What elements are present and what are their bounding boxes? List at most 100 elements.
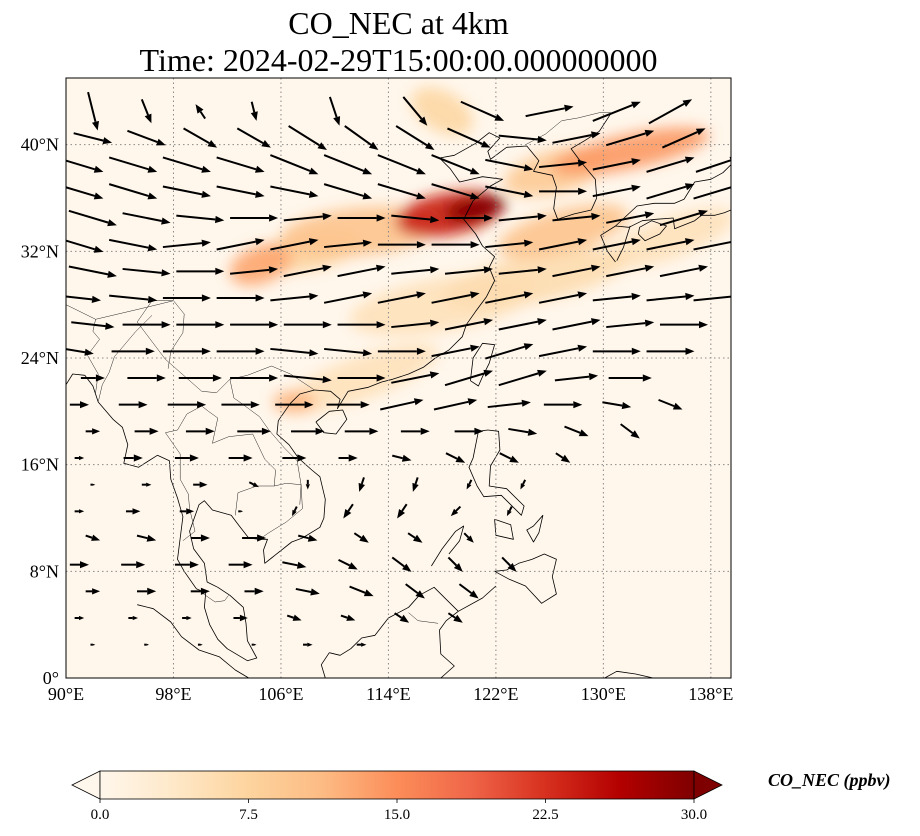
coastline: [526, 514, 544, 543]
wind-vector: [137, 587, 157, 595]
latitude-tick-label: 8°N: [30, 561, 59, 581]
wind-vector: [538, 159, 588, 169]
wind-vector: [74, 615, 85, 621]
wind-vector: [122, 267, 171, 277]
wind-vector: [391, 214, 440, 224]
wind-vector: [445, 214, 493, 222]
wind-vector: [66, 186, 104, 200]
wind-vector: [659, 321, 708, 329]
wind-vector: [221, 401, 260, 409]
wind-vector: [328, 96, 341, 126]
wind-vector: [693, 295, 731, 302]
wind-vector: [233, 614, 248, 622]
wind-vector: [68, 209, 117, 227]
wind-vector: [251, 643, 257, 646]
wind-vector: [237, 427, 271, 435]
wind-vector: [454, 427, 484, 435]
country-border: [235, 483, 303, 540]
wind-vector: [216, 156, 265, 173]
coastline: [604, 670, 654, 678]
wind-vector: [407, 532, 423, 543]
colorbar-tick-label: 30.0: [681, 807, 707, 823]
wind-vector: [337, 321, 386, 329]
colorbar-tick-label: 22.5: [532, 807, 558, 823]
wind-vector: [69, 561, 89, 569]
wind-vector: [109, 294, 158, 304]
wind-vector: [520, 479, 527, 490]
wind-vector: [606, 211, 655, 224]
wind-vector: [68, 265, 117, 278]
wind-vector: [250, 101, 258, 121]
wind-vector: [162, 239, 211, 249]
wind-vector: [283, 374, 332, 384]
wind-vector: [244, 587, 264, 595]
wind-vector: [659, 209, 708, 227]
wind-vector: [431, 291, 480, 304]
wind-vector: [291, 427, 325, 435]
wind-vector: [216, 238, 265, 251]
wind-vector: [646, 238, 695, 251]
wind-vector: [485, 185, 534, 198]
wind-vector: [275, 401, 314, 409]
map-time-subtitle: Time: 2024-02-29T15:00:00.000000000: [139, 42, 658, 78]
wind-vector: [108, 238, 158, 252]
wind-vector: [74, 455, 85, 461]
wind-vector: [693, 240, 731, 251]
wind-vector: [485, 239, 534, 249]
map-area[interactable]: [55, 77, 741, 678]
latitude-axis: 0° 8°N 16°N 24°N 32°N 40°N: [21, 135, 59, 688]
wind-vector: [538, 238, 588, 251]
colorbar-label: CO_NEC (ppbv): [768, 770, 891, 790]
wind-vector: [525, 104, 574, 118]
colorbar-tick-label: 0.0: [91, 807, 110, 823]
wind-vector: [248, 481, 259, 488]
wind-vector: [182, 615, 192, 621]
wind-vector: [108, 156, 158, 173]
wind-vector: [176, 267, 225, 275]
wind-vector: [608, 374, 652, 382]
wind-vector: [66, 159, 104, 173]
wind-vector: [592, 292, 641, 302]
wind-vector: [498, 134, 547, 144]
coastline: [314, 112, 612, 410]
wind-vector: [554, 373, 599, 382]
wind-vector: [539, 187, 588, 195]
wind-vector: [66, 348, 94, 356]
wind-vector: [485, 158, 534, 172]
wind-vector: [297, 534, 318, 542]
wind-vector: [292, 506, 298, 517]
wind-vector: [377, 154, 426, 175]
country-border: [229, 379, 302, 505]
wind-vector: [90, 483, 96, 486]
wind-vector: [431, 183, 480, 200]
wind-vector: [485, 343, 534, 360]
latitude-tick-label: 32°N: [21, 241, 59, 261]
country-border: [408, 612, 439, 624]
wind-vector: [167, 401, 207, 409]
coastline: [66, 373, 326, 662]
longitude-tick-label: 138°E: [688, 684, 733, 704]
wind-vector: [216, 294, 265, 302]
wind-vector: [349, 585, 374, 597]
wind-vector: [71, 321, 115, 330]
wind-vector: [391, 371, 440, 384]
co-plume: [229, 243, 292, 286]
country-border: [164, 405, 202, 541]
wind-vector: [444, 318, 493, 331]
wind-vector: [498, 318, 547, 331]
wind-vector: [338, 454, 358, 462]
wind-vector: [270, 238, 319, 251]
wind-vector: [283, 264, 332, 278]
wind-vector: [602, 401, 632, 410]
wind-vector: [179, 508, 195, 515]
wind-vector: [228, 454, 253, 462]
wind-vector: [592, 101, 641, 122]
wind-vector: [431, 241, 480, 249]
wind-vector: [288, 125, 327, 150]
wind-vector: [397, 503, 408, 519]
wind-vectors: [66, 91, 731, 647]
country-border: [201, 405, 276, 487]
wind-vector: [358, 477, 365, 492]
wind-vector: [190, 534, 210, 542]
